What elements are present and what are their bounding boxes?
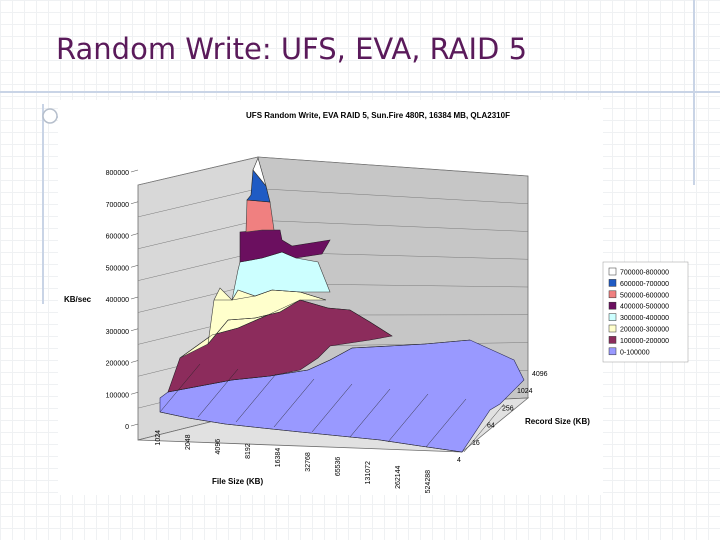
legend-swatch xyxy=(608,336,617,344)
wall-gridline xyxy=(137,156,259,186)
surface-mesh-line xyxy=(387,393,429,443)
y-tick-label: 1024 xyxy=(517,388,533,395)
z-tick-label: 600000 xyxy=(106,234,129,241)
legend-label: 200000-300000 xyxy=(620,327,669,334)
x-tick-label: 4096 xyxy=(215,439,222,455)
legend-label: 500000-600000 xyxy=(620,292,669,299)
z-tick-label: 0 xyxy=(125,424,129,431)
z-tick-mark xyxy=(130,360,139,363)
surface-mesh-line xyxy=(273,378,315,428)
z-axis-ticks: 0 100000 200000 300000 400000 500000 600000 700… xyxy=(106,169,139,431)
z-tick-mark xyxy=(130,423,139,427)
chart-legend: 700000-800000 600000-700000 500000-600000 4… xyxy=(602,261,689,363)
x-tick-label: 1024 xyxy=(155,430,162,446)
chart-title: UFS Random Write, EVA RAID 5, Sun.Fire 4… xyxy=(246,111,510,120)
legend-label: 100000-200000 xyxy=(620,338,669,345)
surface-plot xyxy=(159,157,525,453)
legend-swatch xyxy=(608,324,617,333)
y-tick-label: 64 xyxy=(487,423,495,430)
surface-mesh-line xyxy=(463,403,505,453)
z-tick-label: 800000 xyxy=(106,170,129,177)
legend-swatch xyxy=(608,347,617,356)
z-tick-label: 300000 xyxy=(106,329,129,336)
z-tick-mark xyxy=(130,391,139,395)
legend-swatch xyxy=(608,313,617,321)
legend-swatch xyxy=(608,267,617,276)
accent-bullet xyxy=(42,108,58,124)
z-tick-label: 400000 xyxy=(106,297,129,304)
z-axis-label: KB/sec xyxy=(64,295,92,304)
x-tick-label: 16384 xyxy=(275,448,282,468)
surface-mesh-line xyxy=(235,373,277,423)
z-tick-label: 200000 xyxy=(106,361,129,368)
wall-gridline xyxy=(257,188,529,204)
accent-line-left xyxy=(42,104,44,304)
x-axis-ticks: 1024 2048 4096 8192 16384 32768 65536 131072 262… xyxy=(155,430,432,493)
wall-gridline xyxy=(257,156,529,177)
legend-label: 300000-400000 xyxy=(620,315,669,322)
legend-label: 0-100000 xyxy=(620,349,650,356)
legend-label: 600000-700000 xyxy=(620,281,669,288)
z-tick-mark xyxy=(130,201,139,205)
x-axis-label: File Size (KB) xyxy=(212,477,263,486)
wall-gridline xyxy=(257,220,529,232)
wall-gridline xyxy=(137,251,259,281)
surface-mesh-line xyxy=(214,289,327,301)
wall-gridline xyxy=(137,220,259,249)
surface-mesh-line xyxy=(425,398,467,448)
y-axis-label: Record Size (KB) xyxy=(525,417,590,426)
legend-swatch xyxy=(608,290,617,299)
surface-band-500000-600000 xyxy=(245,199,275,233)
legend-swatch xyxy=(608,279,617,287)
surface-band-600000-700000 xyxy=(246,169,271,203)
x-tick-label: 262144 xyxy=(395,465,402,488)
surface-mesh-line xyxy=(159,363,201,413)
surface-mesh-line xyxy=(349,388,391,438)
z-tick-label: 500000 xyxy=(106,265,129,272)
x-tick-label: 32768 xyxy=(305,452,312,472)
slide-title: Random Write: UFS, EVA, RAID 5 xyxy=(56,32,528,66)
legend-label: 400000-500000 xyxy=(620,304,669,311)
wall-gridline xyxy=(137,188,259,218)
x-tick-label: 65536 xyxy=(335,457,342,477)
z-tick-mark xyxy=(130,264,139,268)
surface-mesh-line xyxy=(197,368,239,418)
surface-mesh-line xyxy=(311,383,353,433)
accent-line-vertical xyxy=(693,0,695,185)
z-tick-mark xyxy=(130,296,139,300)
z-tick-mark xyxy=(130,233,139,236)
x-tick-label: 524288 xyxy=(425,470,432,493)
y-tick-label: 4 xyxy=(457,457,461,464)
accent-line-top xyxy=(0,91,720,93)
legend-label: 700000-800000 xyxy=(620,270,669,277)
legend-box xyxy=(602,261,689,363)
z-tick-mark xyxy=(130,328,139,332)
surface-mesh xyxy=(159,289,505,453)
z-tick-label: 700000 xyxy=(106,202,129,209)
x-tick-label: 2048 xyxy=(185,434,192,450)
z-tick-mark xyxy=(130,169,139,173)
z-tick-label: 100000 xyxy=(106,392,129,399)
x-tick-label: 8192 xyxy=(245,443,252,459)
y-tick-label: 4096 xyxy=(532,371,548,378)
x-tick-label: 131072 xyxy=(365,461,372,484)
y-tick-label: 16 xyxy=(472,440,480,447)
legend-swatch xyxy=(608,301,617,310)
surface-mesh-line xyxy=(167,339,471,393)
y-tick-label: 256 xyxy=(502,405,514,412)
y-axis-ticks: 4 16 64 256 1024 4096 xyxy=(457,371,548,464)
surface-mesh-line xyxy=(159,411,463,453)
surface-band-700000-800000 xyxy=(252,157,267,187)
surface-mesh-line xyxy=(207,299,301,345)
